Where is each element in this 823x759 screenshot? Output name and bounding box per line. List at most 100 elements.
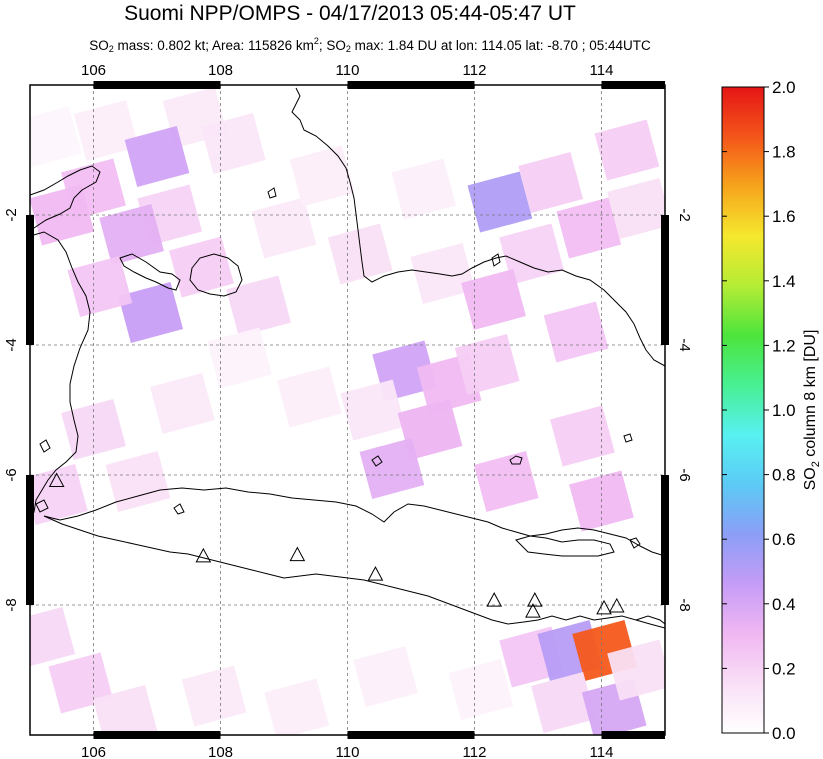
lat-tick-label-left: -6 <box>3 468 20 481</box>
coastline-borneo <box>291 87 665 367</box>
so2-pixel <box>207 327 272 389</box>
so2-pixel <box>169 236 234 298</box>
so2-pixel <box>556 197 622 259</box>
colorbar-tick-label: 0.2 <box>772 659 796 678</box>
so2-pixel <box>359 437 425 500</box>
so2-pixel <box>454 333 520 396</box>
so2-pixel <box>448 658 514 721</box>
frame-bar <box>26 215 34 345</box>
colorbar-tick-label: 2.0 <box>772 78 796 97</box>
coastline-islet <box>509 455 523 465</box>
so2-pixel <box>473 450 539 513</box>
lon-tick-label-bottom: 112 <box>463 744 487 759</box>
so2-pixel <box>543 301 609 363</box>
volcano-triangle-icon <box>608 597 625 613</box>
graticule <box>30 85 665 735</box>
so2-pixel <box>181 665 247 727</box>
coastline-islet <box>623 433 633 443</box>
so2-pixel <box>391 158 457 220</box>
coastline-islet <box>173 503 185 515</box>
so2-pixel <box>200 112 266 175</box>
so2-pixel <box>67 255 133 318</box>
so2-pixel <box>531 671 596 734</box>
lon-tick-label-top: 106 <box>81 62 106 79</box>
coastline-madura <box>515 535 615 557</box>
colorbar-tick-label: 1.2 <box>772 336 796 355</box>
frame-bar <box>93 731 221 739</box>
subtitle-subscript: 2 <box>345 44 351 54</box>
map-frame-bars <box>26 81 669 739</box>
volcano-triangle-icon <box>48 472 65 487</box>
lat-tick-label-right: -2 <box>676 208 693 221</box>
coastline-islet <box>267 187 277 199</box>
so2-pixel <box>105 450 171 513</box>
so2-pixel-layer <box>30 86 665 735</box>
lat-tick-label-right: -6 <box>676 468 693 481</box>
so2-pixel <box>92 684 158 735</box>
lon-tick-label-top: 110 <box>336 62 360 79</box>
coastline-islet <box>371 455 383 467</box>
so2-pixel <box>607 639 665 701</box>
colorbar-tick-label: 1.0 <box>772 401 796 420</box>
coastline-islet <box>491 253 501 267</box>
so2-pixel <box>277 366 342 428</box>
so2-pixel <box>150 372 215 435</box>
subtitle-part: ; SO <box>318 38 346 53</box>
frame-bar <box>601 731 665 739</box>
volcano-triangle-icon <box>596 599 612 615</box>
so2-pixel <box>467 171 533 233</box>
volcano-triangle-icon <box>195 547 212 563</box>
so2-pixel <box>397 398 463 461</box>
colorbar-tick-label: 0.0 <box>772 724 796 743</box>
frame-bar <box>601 81 665 89</box>
coastline-layer <box>30 87 665 629</box>
colorbar-gradient <box>721 86 765 734</box>
coastline-islet <box>35 499 49 513</box>
coastline-islet <box>39 439 51 453</box>
lon-tick-label-bottom: 106 <box>81 744 106 759</box>
so2-pixel <box>30 606 76 669</box>
frame-bar <box>347 81 475 89</box>
colorbar-label: SO2 column 8 km [DU] <box>802 330 822 491</box>
so2-pixel <box>30 106 82 168</box>
lon-tick-label-top: 114 <box>590 62 614 79</box>
subtitle-part: mass: 0.802 kt; Area: 115826 km <box>113 38 314 53</box>
so2-pixel <box>289 145 355 207</box>
so2-pixel <box>594 119 660 181</box>
colorbar-tick-label: 0.8 <box>772 466 796 485</box>
so2-pixel <box>251 197 317 259</box>
lon-tick-label-bottom: 108 <box>208 744 233 759</box>
subtitle-superscript: 2 <box>313 36 319 46</box>
lon-tick-label-bottom: 114 <box>590 744 614 759</box>
axis-labels: 106 106 108 108 110 110 112 112 114 114 -2 -2 -4 -4 -6… <box>3 62 693 759</box>
so2-pixel <box>327 223 393 285</box>
so2-pixel <box>607 177 665 240</box>
subtitle-subscript: 2 <box>108 44 114 54</box>
coastline-sumatra <box>30 165 101 521</box>
so2-pixel <box>124 125 190 188</box>
so2-pixel <box>410 242 476 305</box>
lon-tick-label-top: 108 <box>208 62 233 79</box>
volcano-triangle-icon <box>525 603 541 618</box>
colorbar-tick-label: 1.8 <box>772 143 796 162</box>
frame-bar <box>661 475 669 605</box>
lon-tick-label-top: 112 <box>463 62 487 79</box>
map-title: Suomi NPP/OMPS - 04/17/2013 05:44-05:47 … <box>124 2 576 25</box>
lon-tick-label-bottom: 110 <box>336 744 360 759</box>
colorbar-ticks: 0.0 0.2 0.4 0.6 0.8 1.0 1.2 1.4 1.6 1.8 2.0 <box>722 78 796 743</box>
frame-bar <box>93 81 221 89</box>
coastline-bangka <box>119 253 181 291</box>
so2-pixel <box>461 268 526 331</box>
volcano-triangle-icon <box>526 592 543 607</box>
colorbar-tick-label: 1.6 <box>772 207 796 226</box>
frame-bar <box>26 475 34 605</box>
so2-pixel <box>99 203 164 266</box>
colorbar-tick-label: 0.6 <box>772 530 796 549</box>
so2-pixel <box>550 405 615 467</box>
so2-pixel <box>518 151 584 214</box>
subtitle-part: max: 1.84 DU at lon: 114.05 lat: -8.70 ;… <box>350 38 651 53</box>
so2-pixel <box>264 678 330 735</box>
so2-pixel <box>226 275 291 337</box>
